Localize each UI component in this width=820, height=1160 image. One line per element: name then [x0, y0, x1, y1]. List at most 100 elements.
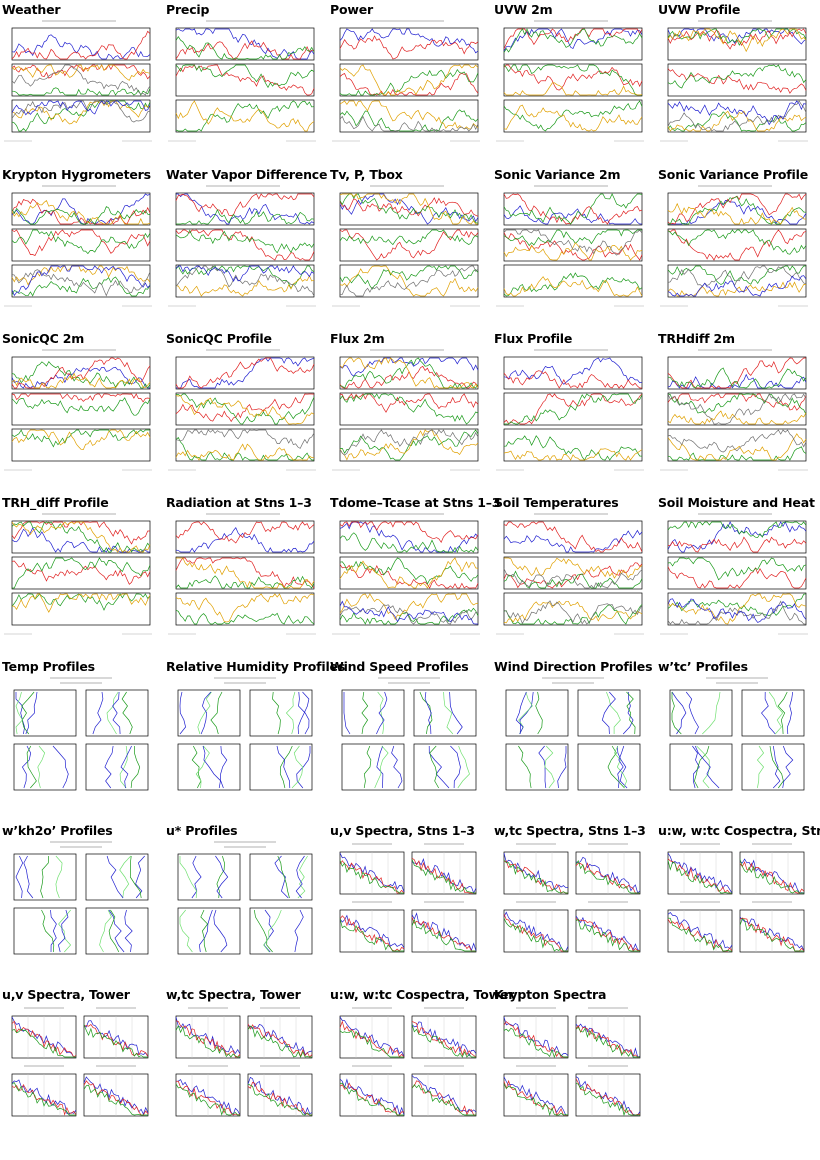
plot-thumbnail-image: [177, 841, 313, 955]
plot-link-w-tc-spectra-stns-13[interactable]: w,tc Spectra, Stns 1–3: [494, 823, 646, 838]
plot-thumbnail-image: [11, 1007, 149, 1117]
plot-thumbnail-u-w-w-tc-cospectra-tower[interactable]: [330, 1002, 484, 1130]
plot-thumbnail-flux-profile[interactable]: [494, 346, 648, 474]
plot-thumbnail-image: [4, 185, 152, 307]
plot-link-w-tc-spectra-tower[interactable]: w,tc Spectra, Tower: [166, 987, 301, 1002]
plot-thumbnail-tv-p-tbox[interactable]: [330, 182, 484, 310]
plot-thumbnail-sonic-variance-profile[interactable]: [658, 182, 812, 310]
plot-thumbnail-image: [660, 20, 808, 142]
plot-thumbnail-image: [496, 513, 644, 635]
plot-thumbnail-precip[interactable]: [166, 17, 320, 145]
plot-link-temp-profiles[interactable]: Temp Profiles: [2, 659, 95, 674]
plot-thumbnail-image: [168, 349, 316, 471]
plot-thumbnail-u-v-spectra-tower[interactable]: [2, 1002, 156, 1130]
plot-link-sonicqc-2m[interactable]: SonicQC 2m: [2, 331, 85, 346]
plot-thumbnail-uvw-2m[interactable]: [494, 17, 648, 145]
plot-link-flux-profile[interactable]: Flux Profile: [494, 331, 573, 346]
plot-thumbnail-image: [175, 1007, 313, 1117]
plot-link-weather[interactable]: Weather: [2, 2, 61, 17]
plot-link-krypton-hygrometers[interactable]: Krypton Hygrometers: [2, 167, 151, 182]
plot-thumbnail-image: [13, 677, 149, 791]
plot-thumbnail-image: [503, 1007, 641, 1117]
plot-thumbnail-image: [168, 185, 316, 307]
plot-link-sonic-variance-2m[interactable]: Sonic Variance 2m: [494, 167, 621, 182]
plot-thumbnail-image: [660, 349, 808, 471]
plot-thumbnail-wind-direction-profiles[interactable]: [494, 674, 648, 802]
plot-thumbnail-wkh2o-profiles[interactable]: [2, 838, 156, 966]
plot-thumbnail-u-v-spectra-stns-13[interactable]: [330, 838, 484, 966]
plot-link-relative-humidity-profiles[interactable]: Relative Humidity Profiles: [166, 659, 346, 674]
plot-thumbnail-image: [4, 513, 152, 635]
plot-thumbnail-sonicqc-profile[interactable]: [166, 346, 320, 474]
plot-link-uvw-profile[interactable]: UVW Profile: [658, 2, 741, 17]
plot-thumbnail-wind-speed-profiles[interactable]: [330, 674, 484, 802]
plot-thumbnail-image: [177, 677, 313, 791]
plot-thumbnail-sonic-variance-2m[interactable]: [494, 182, 648, 310]
plot-link-soil-moisture-and-heat-flux[interactable]: Soil Moisture and Heat Flux: [658, 495, 820, 510]
plot-link-water-vapor-difference[interactable]: Water Vapor Difference: [166, 167, 328, 182]
plot-thumbnail-krypton-spectra[interactable]: [494, 1002, 648, 1130]
plot-thumbnail-w-tc-spectra-stns-13[interactable]: [494, 838, 648, 966]
plot-thumbnail-w-tc-spectra-tower[interactable]: [166, 1002, 320, 1130]
plot-thumbnail-tdometcase-at-stns-13[interactable]: [330, 510, 484, 638]
plot-thumbnail-weather[interactable]: [2, 17, 156, 145]
plot-link-u-profiles[interactable]: u* Profiles: [166, 823, 238, 838]
plot-link-tdometcase-at-stns-13[interactable]: Tdome–Tcase at Stns 1–3: [330, 495, 501, 510]
plot-thumbnail-image: [496, 185, 644, 307]
plot-thumbnail-image: [505, 677, 641, 791]
plot-thumbnail-sonicqc-2m[interactable]: [2, 346, 156, 474]
plot-link-tv-p-tbox[interactable]: Tv, P, Tbox: [330, 167, 403, 182]
plot-link-wind-speed-profiles[interactable]: Wind Speed Profiles: [330, 659, 469, 674]
plot-link-wind-direction-profiles[interactable]: Wind Direction Profiles: [494, 659, 653, 674]
plot-thumbnail-soil-moisture-and-heat-flux[interactable]: [658, 510, 812, 638]
plot-thumbnail-relative-humidity-profiles[interactable]: [166, 674, 320, 802]
plot-link-radiation-at-stns-13[interactable]: Radiation at Stns 1–3: [166, 495, 312, 510]
plot-link-trhdiff-2m[interactable]: TRHdiff 2m: [658, 331, 735, 346]
plot-thumbnail-image: [168, 20, 316, 142]
plot-thumbnail-image: [341, 677, 477, 791]
plot-thumbnail-image: [168, 513, 316, 635]
plot-thumbnail-image: [332, 513, 480, 635]
plot-thumbnail-trhdiff-2m[interactable]: [658, 346, 812, 474]
plot-thumbnail-image: [496, 20, 644, 142]
plot-thumbnail-image: [660, 185, 808, 307]
plot-thumbnail-temp-profiles[interactable]: [2, 674, 156, 802]
plot-link-u-w-w-tc-cospectra-stns[interactable]: u:w, w:tc Cospectra, Stns: [658, 823, 820, 838]
plot-thumbnail-u-w-w-tc-cospectra-stns[interactable]: [658, 838, 812, 966]
plot-link-wkh2o-profiles[interactable]: w’kh2o’ Profiles: [2, 823, 113, 838]
plot-link-u-v-spectra-stns-13[interactable]: u,v Spectra, Stns 1–3: [330, 823, 475, 838]
plot-thumbnail-u-profiles[interactable]: [166, 838, 320, 966]
plot-link-uvw-2m[interactable]: UVW 2m: [494, 2, 553, 17]
plot-thumbnail-wtc-profiles[interactable]: [658, 674, 812, 802]
plot-thumbnail-image: [339, 843, 477, 953]
plot-thumbnail-trh-diff-profile[interactable]: [2, 510, 156, 638]
plot-thumbnail-image: [496, 349, 644, 471]
plot-thumbnail-power[interactable]: [330, 17, 484, 145]
plot-link-flux-2m[interactable]: Flux 2m: [330, 331, 385, 346]
plot-thumbnail-krypton-hygrometers[interactable]: [2, 182, 156, 310]
plot-link-trh-diff-profile[interactable]: TRH_diff Profile: [2, 495, 109, 510]
plot-link-sonicqc-profile[interactable]: SonicQC Profile: [166, 331, 272, 346]
plot-thumbnail-water-vapor-difference[interactable]: [166, 182, 320, 310]
plot-thumbnail-uvw-profile[interactable]: [658, 17, 812, 145]
plot-thumbnail-flux-2m[interactable]: [330, 346, 484, 474]
plot-link-krypton-spectra[interactable]: Krypton Spectra: [494, 987, 607, 1002]
plot-thumbnail-image: [503, 843, 641, 953]
plot-link-soil-temperatures[interactable]: Soil Temperatures: [494, 495, 619, 510]
plot-link-wtc-profiles[interactable]: w’tc’ Profiles: [658, 659, 748, 674]
plot-link-u-v-spectra-tower[interactable]: u,v Spectra, Tower: [2, 987, 130, 1002]
plot-thumbnail-soil-temperatures[interactable]: [494, 510, 648, 638]
plot-thumbnail-image: [4, 20, 152, 142]
plot-thumbnail-image: [332, 20, 480, 142]
plot-thumbnail-image: [332, 185, 480, 307]
plot-thumbnail-image: [667, 843, 805, 953]
plot-link-precip[interactable]: Precip: [166, 2, 210, 17]
plot-thumbnail-image: [339, 1007, 477, 1117]
plot-thumbnail-image: [332, 349, 480, 471]
plot-link-power[interactable]: Power: [330, 2, 373, 17]
plot-thumbnail-radiation-at-stns-13[interactable]: [166, 510, 320, 638]
plot-link-sonic-variance-profile[interactable]: Sonic Variance Profile: [658, 167, 808, 182]
plot-thumbnail-image: [669, 677, 805, 791]
plot-link-u-w-w-tc-cospectra-tower[interactable]: u:w, w:tc Cospectra, Tower: [330, 987, 515, 1002]
